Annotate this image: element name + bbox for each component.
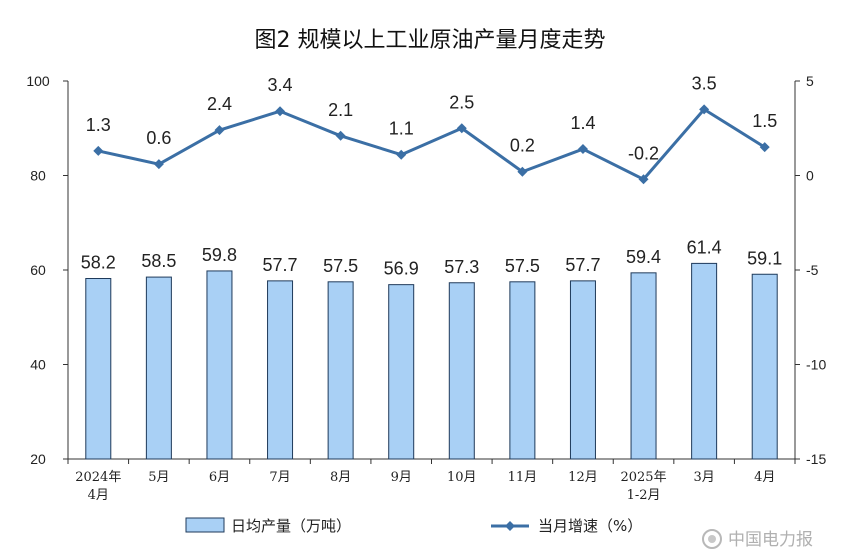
bar xyxy=(267,280,294,460)
x-tick-label: 2024年 xyxy=(75,470,121,485)
y-left-tick-label: 20 xyxy=(30,451,46,467)
watermark: 中国电力报 xyxy=(702,529,813,550)
line-point xyxy=(699,104,710,115)
x-tick-label: 9月 xyxy=(391,470,412,485)
x-tick-label: 4月 xyxy=(754,470,775,485)
line-point xyxy=(456,123,467,134)
watermark-text: 中国电力报 xyxy=(728,530,813,550)
x-tick-label: 10月 xyxy=(447,470,477,485)
bar-data-label: 57.7 xyxy=(263,255,298,275)
line-point xyxy=(335,130,346,141)
y-right-tick-label: 0 xyxy=(806,168,814,184)
line-data-label: 1.4 xyxy=(570,113,595,133)
y-left-tick-label: 40 xyxy=(30,357,46,373)
line-point xyxy=(93,145,104,156)
chart-title: 图2 规模以上工业原油产量月度走势 xyxy=(255,28,606,53)
x-tick-label: 12月 xyxy=(568,470,598,485)
bar-data-label: 59.4 xyxy=(626,247,661,267)
bar xyxy=(388,284,415,460)
x-tick-label: 6月 xyxy=(209,470,230,485)
bar xyxy=(85,278,112,460)
bar-data-label: 57.3 xyxy=(444,257,479,277)
bar xyxy=(448,282,475,460)
bar-data-label: 57.5 xyxy=(323,256,358,276)
bar-data-label: 58.5 xyxy=(141,251,176,271)
y-left-tick-label: 60 xyxy=(30,262,46,278)
watermark-icon xyxy=(702,529,722,549)
bar-data-label: 61.4 xyxy=(687,237,722,257)
watermark-icon-dot xyxy=(708,535,716,543)
line-data-label: 2.4 xyxy=(207,94,232,114)
y-right-tick-label: -10 xyxy=(806,357,826,373)
line-point xyxy=(275,106,286,117)
bar xyxy=(206,270,233,460)
line-data-label: 1.5 xyxy=(752,111,777,131)
bar-data-label: 59.8 xyxy=(202,245,237,265)
bar xyxy=(630,272,657,460)
y-left-tick-label: 80 xyxy=(30,168,46,184)
bar-series: 58.2 58.5 59.8 57.7 57.5 56.9 57.3 57.5 57.7 59.4… xyxy=(81,237,782,460)
line-data-label: 2.5 xyxy=(449,92,474,112)
bar xyxy=(509,281,536,460)
line-series: 1.3 0.6 2.4 3.4 2.1 1.1 2.5 0.2 1.4 -0.2 3.5 1.5 xyxy=(86,73,777,185)
line-data-label: 0.2 xyxy=(510,136,535,156)
bar xyxy=(327,281,354,460)
line-data-label: 1.1 xyxy=(389,119,414,139)
bar-data-label: 56.9 xyxy=(384,259,419,279)
bar xyxy=(691,262,718,460)
legend-line-marker xyxy=(505,521,515,531)
y-left-tick-label: 100 xyxy=(26,73,50,89)
bar-data-label: 58.2 xyxy=(81,253,116,273)
line-point xyxy=(759,142,770,153)
legend-bar-swatch xyxy=(185,517,225,533)
line-data-label: 2.1 xyxy=(328,100,353,120)
line-data-label: 3.5 xyxy=(692,73,717,93)
axes: 20 40 60 80 100 -15 -10 -5 0 5 2024年 4月 5月 6月 7月 8月 9月 10… xyxy=(26,73,826,503)
x-tick-label: 3月 xyxy=(693,470,714,485)
legend-line-label: 当月增速（%） xyxy=(538,517,642,535)
x-tick-label: 5月 xyxy=(148,470,169,485)
line-data-label: 3.4 xyxy=(268,75,293,95)
bar-data-label: 57.7 xyxy=(565,255,600,275)
bar-data-label: 59.1 xyxy=(747,248,782,268)
line-point xyxy=(517,166,528,177)
y-right-tick-label: -15 xyxy=(806,451,826,467)
y-right-tick-label: -5 xyxy=(806,262,819,278)
bar xyxy=(145,276,172,460)
bar xyxy=(569,280,596,460)
line-data-label: 1.3 xyxy=(86,115,111,135)
x-tick-label: 7月 xyxy=(269,470,290,485)
bar xyxy=(751,273,778,460)
x-tick-label: 11月 xyxy=(508,470,538,485)
x-tick-label: 8月 xyxy=(330,470,351,485)
legend: 日均产量（万吨） 当月增速（%） xyxy=(185,517,642,535)
line-data-label: 0.6 xyxy=(146,128,171,148)
line-data-label: -0.2 xyxy=(628,143,659,163)
line-point xyxy=(214,125,225,136)
growth-line xyxy=(97,107,766,181)
x-tick-label: 4月 xyxy=(88,488,109,503)
y-right-tick-label: 5 xyxy=(806,73,814,89)
x-tick-label: 1-2月 xyxy=(627,488,661,503)
line-point xyxy=(577,144,588,155)
legend-bar-label: 日均产量（万吨） xyxy=(231,517,351,535)
line-point xyxy=(396,149,407,160)
line-point xyxy=(638,174,649,185)
bar-data-label: 57.5 xyxy=(505,256,540,276)
line-point xyxy=(153,159,164,170)
x-tick-label: 2025年 xyxy=(620,470,666,485)
